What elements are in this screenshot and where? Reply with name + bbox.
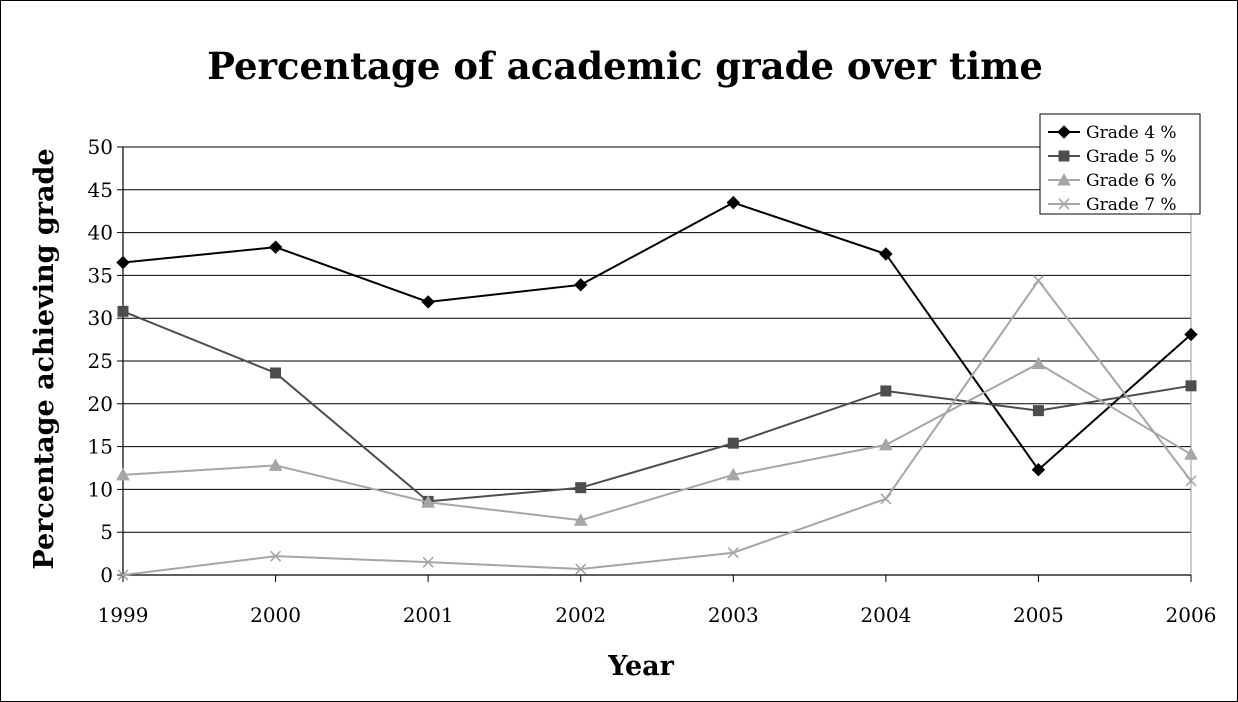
x-tick-label: 2003 bbox=[708, 603, 759, 627]
y-tick-label: 25 bbox=[88, 349, 113, 373]
chart-title: Percentage of academic grade over time bbox=[207, 44, 1043, 88]
data-point bbox=[270, 550, 282, 562]
y-tick-label: 35 bbox=[88, 263, 113, 287]
legend-label: Grade 5 % bbox=[1086, 147, 1177, 167]
data-point bbox=[575, 482, 587, 494]
y-tick-label: 40 bbox=[88, 221, 113, 245]
x-tick-label: 2006 bbox=[1166, 603, 1217, 627]
data-point bbox=[1184, 327, 1198, 342]
data-point bbox=[727, 547, 739, 559]
legend-label: Grade 4 % bbox=[1086, 123, 1177, 143]
data-point bbox=[1185, 380, 1197, 392]
data-point bbox=[726, 467, 741, 481]
series-line-grade-6 bbox=[122, 362, 1192, 522]
data-point bbox=[880, 385, 892, 397]
legend-marker bbox=[1058, 198, 1070, 210]
y-axis-title: Percentage achieving grade bbox=[29, 148, 60, 569]
x-tick-label: 2004 bbox=[860, 603, 911, 627]
y-tick-label: 10 bbox=[88, 477, 113, 501]
data-point bbox=[1032, 405, 1044, 417]
data-point bbox=[116, 467, 130, 481]
data-point bbox=[421, 295, 435, 309]
x-tick-label: 2001 bbox=[403, 603, 454, 627]
x-tick-label: 1999 bbox=[98, 603, 149, 627]
series-line-grade-4 bbox=[122, 201, 1192, 472]
data-point bbox=[879, 247, 893, 261]
legend-marker bbox=[1057, 172, 1071, 186]
data-point bbox=[270, 367, 282, 379]
data-point bbox=[879, 437, 893, 451]
y-tick-label: 50 bbox=[88, 135, 113, 159]
y-tick-label: 20 bbox=[88, 392, 113, 416]
data-point bbox=[422, 556, 434, 568]
legend-marker bbox=[1058, 150, 1070, 162]
y-tick-label: 30 bbox=[88, 306, 113, 330]
x-tick-label: 2002 bbox=[555, 603, 606, 627]
y-tick-label: 15 bbox=[88, 435, 113, 459]
data-point bbox=[268, 240, 283, 254]
y-tick-label: 5 bbox=[100, 520, 113, 544]
data-point bbox=[726, 195, 740, 210]
y-tick-label: 45 bbox=[88, 178, 113, 202]
data-point bbox=[116, 255, 130, 270]
data-point bbox=[1184, 447, 1198, 460]
series-line-grade-5 bbox=[122, 310, 1192, 503]
data-point bbox=[117, 569, 129, 581]
data-point bbox=[727, 437, 739, 449]
data-point bbox=[1032, 274, 1044, 287]
data-point bbox=[575, 563, 587, 575]
x-tick-label: 2000 bbox=[250, 603, 301, 627]
legend-label: Grade 7 % bbox=[1086, 195, 1177, 215]
legend-marker bbox=[1057, 125, 1071, 139]
data-point bbox=[1031, 463, 1046, 477]
series-line-grade-7 bbox=[122, 278, 1192, 576]
data-point bbox=[1031, 356, 1046, 370]
data-point bbox=[421, 495, 435, 508]
y-tick-label: 0 bbox=[100, 563, 113, 587]
plot-area: 0 5 10 15 20 25 30 35 40 45 50 1999 2000 2001 2002 2003… bbox=[88, 135, 1217, 627]
data-point bbox=[573, 513, 588, 526]
data-point bbox=[574, 278, 588, 292]
legend-label: Grade 6 % bbox=[1086, 171, 1177, 191]
data-point bbox=[117, 305, 129, 317]
data-point bbox=[1185, 475, 1197, 487]
data-point bbox=[880, 493, 892, 505]
x-tick-label: 2005 bbox=[1013, 603, 1064, 627]
legend: Grade 4 % Grade 5 % Grade 6 % Grade 7 % bbox=[1039, 113, 1201, 215]
data-point bbox=[268, 458, 283, 471]
x-axis-title: Year bbox=[607, 651, 675, 682]
